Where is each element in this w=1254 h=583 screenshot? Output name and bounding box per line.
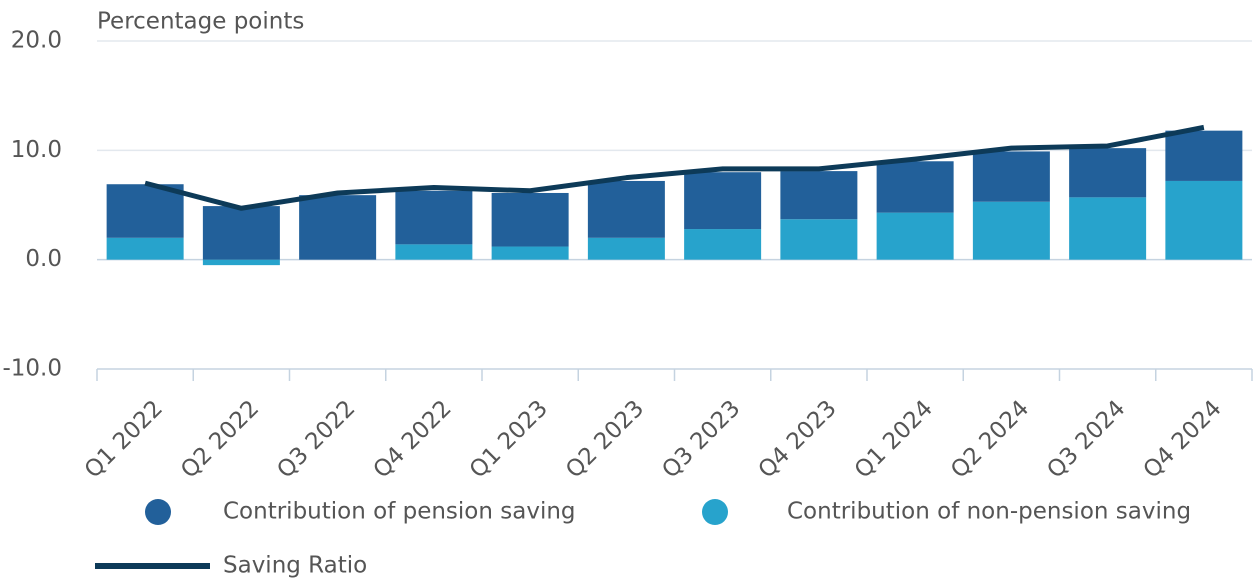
x-tick-label: Q2 2023 xyxy=(561,395,649,483)
bar xyxy=(972,201,1050,260)
bar xyxy=(202,259,280,266)
bar xyxy=(587,180,665,238)
x-tick-label: Q3 2023 xyxy=(657,395,745,483)
legend-label: Contribution of pension saving xyxy=(223,499,576,525)
x-tick-label: Q1 2022 xyxy=(80,395,168,483)
bar xyxy=(395,190,473,245)
x-tick-label: Q1 2024 xyxy=(850,395,938,483)
bar xyxy=(972,151,1050,202)
bar xyxy=(202,206,280,260)
bar xyxy=(491,192,569,247)
bar xyxy=(780,219,858,260)
y-tick-label: -10.0 xyxy=(2,356,62,382)
bar xyxy=(395,244,473,260)
y-tick-label: 0.0 xyxy=(25,246,62,272)
legend-label: Saving Ratio xyxy=(223,553,367,579)
bar xyxy=(684,229,762,260)
bar xyxy=(780,171,858,220)
x-tick-label: Q3 2022 xyxy=(272,395,360,483)
legend-swatch xyxy=(702,499,728,525)
bar xyxy=(876,212,954,260)
y-tick-label: 20.0 xyxy=(11,28,62,54)
bar xyxy=(587,237,665,260)
bar xyxy=(1165,180,1243,260)
legend-swatch xyxy=(145,499,171,525)
y-tick-label: 10.0 xyxy=(11,137,62,163)
x-tick-label: Q2 2024 xyxy=(946,395,1034,483)
bar xyxy=(684,172,762,230)
bar xyxy=(1165,130,1243,181)
x-tick-label: Q4 2022 xyxy=(369,395,457,483)
bar xyxy=(106,237,184,260)
x-tick-label: Q3 2024 xyxy=(1042,395,1130,483)
legend-label: Contribution of non-pension saving xyxy=(787,499,1191,525)
x-tick-label: Q4 2024 xyxy=(1139,395,1227,483)
bar xyxy=(106,184,184,238)
axis-unit: Percentage points xyxy=(97,9,304,35)
bar xyxy=(299,195,377,260)
bar xyxy=(491,246,569,260)
x-tick-label: Q2 2022 xyxy=(176,395,264,483)
bar xyxy=(876,161,954,213)
bar xyxy=(1069,148,1147,198)
bar xyxy=(1069,197,1147,260)
x-tick-label: Q1 2023 xyxy=(465,395,553,483)
x-tick-label: Q4 2023 xyxy=(754,395,842,483)
line xyxy=(144,124,1205,211)
